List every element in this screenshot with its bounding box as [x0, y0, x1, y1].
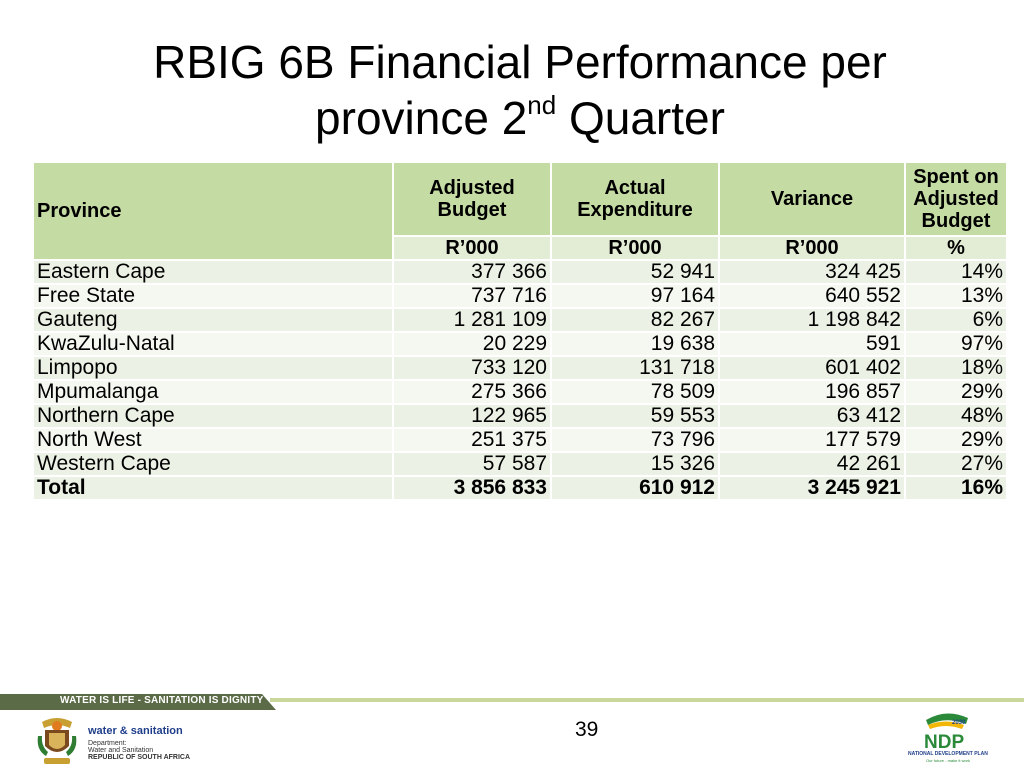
footer-band	[0, 694, 276, 710]
cell-budget: 20 229	[392, 331, 552, 357]
cell-expenditure: 78 509	[550, 379, 720, 405]
table-row: Northern Cape 122 965 59 553 63 412 48%	[32, 403, 1008, 429]
table-row: Mpumalanga 275 366 78 509 196 857 29%	[32, 379, 1008, 405]
ndp-tagline: Our future - make it work	[926, 758, 971, 763]
cell-province: Free State	[32, 283, 394, 309]
cell-spent: 13%	[904, 283, 1008, 309]
dept-brand-text: water & sanitation	[88, 725, 183, 737]
table-row: Eastern Cape 377 366 52 941 324 425 14%	[32, 259, 1008, 285]
cell-expenditure: 131 718	[550, 355, 720, 381]
coat-of-arms-icon	[37, 718, 77, 764]
table-row: Gauteng 1 281 109 82 267 1 198 842 6%	[32, 307, 1008, 333]
cell-province: Northern Cape	[32, 403, 394, 429]
cell-spent: 97%	[904, 331, 1008, 357]
table-row: Western Cape 57 587 15 326 42 261 27%	[32, 451, 1008, 477]
unit-variance: R’000	[718, 235, 906, 261]
dept-line-3: REPUBLIC OF SOUTH AFRICA	[88, 754, 191, 761]
cell-expenditure: 19 638	[550, 331, 720, 357]
header-variance: Variance	[718, 161, 906, 237]
cell-variance: 601 402	[718, 355, 906, 381]
total-variance: 3 245 921	[718, 475, 906, 501]
cell-spent: 29%	[904, 379, 1008, 405]
table-row: Free State 737 716 97 164 640 552 13%	[32, 283, 1008, 309]
header-actual-expenditure: Actual Expenditure	[550, 161, 720, 237]
cell-expenditure: 97 164	[550, 283, 720, 309]
cell-budget: 377 366	[392, 259, 552, 285]
cell-variance: 177 579	[718, 427, 906, 453]
total-spent: 16%	[904, 475, 1008, 501]
ndp-caption: NATIONAL DEVELOPMENT PLAN	[908, 751, 988, 757]
cell-variance: 1 198 842	[718, 307, 906, 333]
ndp-year: 2030	[952, 720, 966, 726]
ndp-emblem-icon: 2030 NDP	[924, 713, 968, 752]
table-row: KwaZulu-Natal 20 229 19 638 591 97%	[32, 331, 1008, 357]
cell-variance: 42 261	[718, 451, 906, 477]
cell-variance: 324 425	[718, 259, 906, 285]
total-label: Total	[32, 475, 394, 501]
cell-expenditure: 59 553	[550, 403, 720, 429]
table-row: Limpopo 733 120 131 718 601 402 18%	[32, 355, 1008, 381]
slide-title: RBIG 6B Financial Performance per provin…	[60, 34, 980, 146]
cell-province: KwaZulu-Natal	[32, 331, 394, 357]
cell-province: Mpumalanga	[32, 379, 394, 405]
cell-budget: 737 716	[392, 283, 552, 309]
cell-province: Eastern Cape	[32, 259, 394, 285]
unit-actual-expenditure: R’000	[550, 235, 720, 261]
ndp-letters: NDP	[924, 732, 964, 752]
cell-spent: 29%	[904, 427, 1008, 453]
unit-adjusted-budget: R’000	[392, 235, 552, 261]
footer-line	[270, 698, 1024, 702]
cell-province: Limpopo	[32, 355, 394, 381]
ndp-logo: 2030 NDP NATIONAL DEVELOPMENT PLAN Our f…	[906, 710, 990, 766]
header-spent: Spent on Adjusted Budget	[904, 161, 1008, 237]
table-row: North West 251 375 73 796 177 579 29%	[32, 427, 1008, 453]
cell-budget: 1 281 109	[392, 307, 552, 333]
cell-expenditure: 82 267	[550, 307, 720, 333]
title-line2-post: Quarter	[556, 92, 725, 144]
dept-line-1: Department:	[88, 740, 127, 747]
financial-performance-table: Province Adjusted Budget Actual Expendit…	[32, 161, 1008, 501]
cell-variance: 640 552	[718, 283, 906, 309]
cell-spent: 48%	[904, 403, 1008, 429]
title-line2-pre: province 2	[315, 92, 528, 144]
cell-spent: 27%	[904, 451, 1008, 477]
slide-title-line2: province 2nd Quarter	[60, 90, 980, 146]
cell-province: Gauteng	[32, 307, 394, 333]
cell-expenditure: 73 796	[550, 427, 720, 453]
cell-spent: 14%	[904, 259, 1008, 285]
cell-province: North West	[32, 427, 394, 453]
cell-province: Western Cape	[32, 451, 394, 477]
cell-variance: 63 412	[718, 403, 906, 429]
department-logo: water & sanitation Department: Water and…	[34, 714, 234, 766]
header-adjusted-budget: Adjusted Budget	[392, 161, 552, 237]
cell-budget: 275 366	[392, 379, 552, 405]
footer-slogan: WATER IS LIFE - SANITATION IS DIGNITY	[60, 695, 264, 706]
cell-expenditure: 52 941	[550, 259, 720, 285]
slide-title-line1: RBIG 6B Financial Performance per	[153, 36, 887, 88]
table-header-row: Province Adjusted Budget Actual Expendit…	[32, 161, 1008, 261]
total-expenditure: 610 912	[550, 475, 720, 501]
cell-budget: 57 587	[392, 451, 552, 477]
dept-line-2: Water and Sanitation	[88, 747, 154, 754]
cell-expenditure: 15 326	[550, 451, 720, 477]
unit-spent: %	[904, 235, 1008, 261]
cell-budget: 251 375	[392, 427, 552, 453]
table-units-row: R’000 R’000 R’000 %	[33, 235, 1008, 261]
cell-variance: 196 857	[718, 379, 906, 405]
page-number: 39	[575, 718, 599, 741]
total-budget: 3 856 833	[392, 475, 552, 501]
title-superscript: nd	[527, 89, 557, 120]
cell-variance: 591	[718, 331, 906, 357]
cell-spent: 6%	[904, 307, 1008, 333]
table-total-row: Total 3 856 833 610 912 3 245 921 16%	[32, 475, 1008, 501]
cell-spent: 18%	[904, 355, 1008, 381]
cell-budget: 733 120	[392, 355, 552, 381]
header-province: Province	[32, 161, 394, 261]
cell-budget: 122 965	[392, 403, 552, 429]
